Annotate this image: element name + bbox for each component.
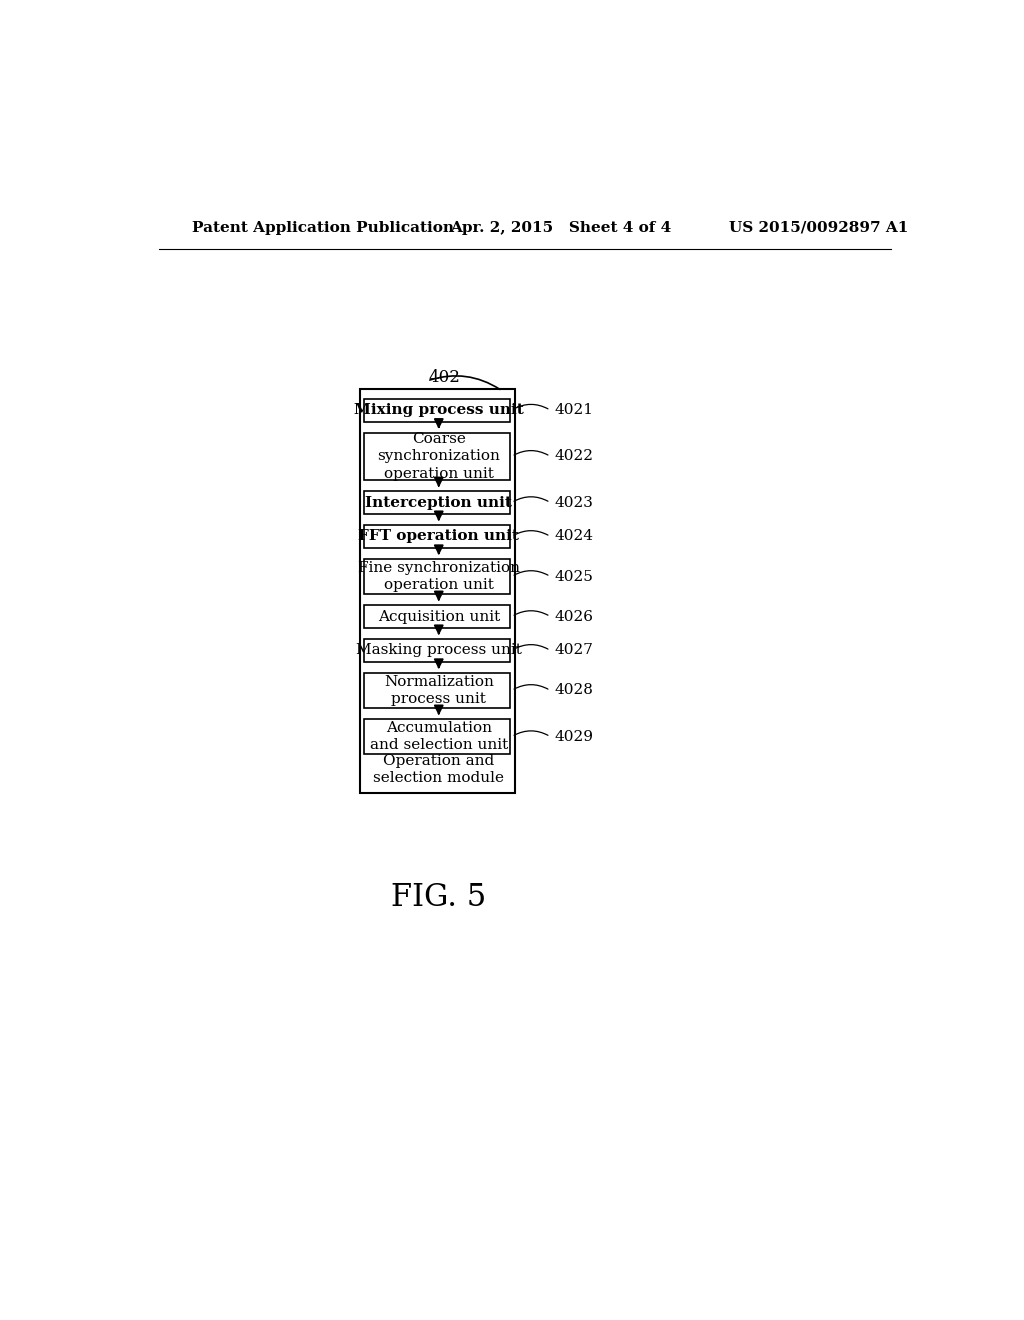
Text: Operation and
selection module: Operation and selection module (374, 754, 504, 785)
Text: 402: 402 (429, 370, 461, 387)
Text: Mixing process unit: Mixing process unit (354, 403, 523, 417)
Bar (365, 399, 510, 422)
Text: 4026: 4026 (554, 610, 593, 623)
Text: Masking process unit: Masking process unit (355, 643, 521, 657)
Bar (359, 389, 515, 793)
Bar (365, 525, 510, 548)
Text: 4028: 4028 (554, 684, 593, 697)
Text: Accumulation
and selection unit: Accumulation and selection unit (370, 721, 508, 752)
Text: Apr. 2, 2015   Sheet 4 of 4: Apr. 2, 2015 Sheet 4 of 4 (450, 220, 671, 235)
Bar (365, 558, 510, 594)
Text: 4024: 4024 (554, 529, 593, 544)
Text: FIG. 5: FIG. 5 (391, 882, 486, 913)
Text: 4025: 4025 (554, 569, 593, 583)
Text: Interception unit: Interception unit (366, 495, 512, 510)
Bar (365, 639, 510, 663)
Text: 4022: 4022 (554, 449, 593, 463)
Text: 4029: 4029 (554, 730, 593, 743)
Text: Normalization
process unit: Normalization process unit (384, 675, 494, 706)
Text: US 2015/0092897 A1: US 2015/0092897 A1 (729, 220, 908, 235)
Text: Patent Application Publication: Patent Application Publication (191, 220, 454, 235)
Text: 4021: 4021 (554, 403, 593, 417)
Text: Acquisition unit: Acquisition unit (378, 610, 500, 623)
Text: Fine synchronization
operation unit: Fine synchronization operation unit (357, 561, 520, 593)
Text: FFT operation unit: FFT operation unit (358, 529, 519, 544)
Text: 4023: 4023 (554, 495, 593, 510)
Bar (365, 673, 510, 708)
Bar (365, 719, 510, 755)
Text: 4027: 4027 (554, 643, 593, 657)
Bar (365, 605, 510, 628)
Bar (365, 433, 510, 480)
Text: Coarse
synchronization
operation unit: Coarse synchronization operation unit (377, 432, 500, 480)
Bar (365, 491, 510, 515)
